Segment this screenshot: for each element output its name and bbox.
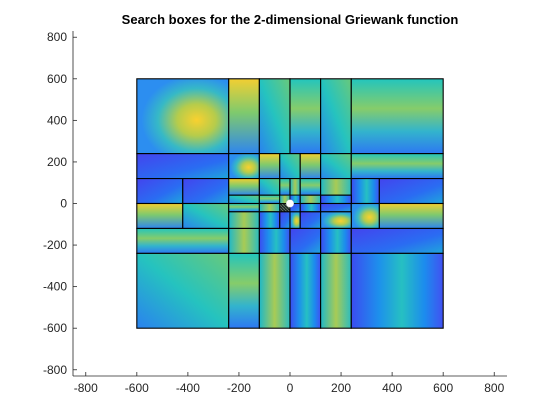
search-box [258, 252, 291, 329]
y-tick-label: -400 [43, 280, 67, 294]
y-tick-label: -600 [43, 321, 67, 335]
search-box [136, 78, 230, 155]
search-box [228, 194, 260, 205]
x-tick-label: 800 [484, 381, 504, 395]
search-box [279, 153, 301, 180]
x-tick-label: 0 [287, 381, 294, 395]
x-axis: -800 -600 -400 -200 0 200 400 600 800 [74, 372, 505, 395]
y-tick-label: 600 [47, 72, 67, 86]
search-box [182, 202, 230, 229]
y-tick-label: -800 [43, 363, 67, 377]
y-tick-label: 200 [47, 155, 67, 169]
search-box [228, 78, 260, 155]
search-box [320, 211, 352, 229]
search-box [289, 211, 301, 229]
x-tick-label: 600 [433, 381, 453, 395]
search-box [228, 252, 260, 329]
search-boxes [136, 78, 444, 329]
search-box [228, 227, 260, 254]
y-tick-label: -200 [43, 238, 67, 252]
search-box [320, 194, 352, 205]
x-tick-label: 400 [382, 381, 402, 395]
search-box [350, 78, 444, 155]
search-box [350, 202, 380, 229]
search-box [279, 211, 291, 229]
search-box [320, 178, 352, 196]
search-box [136, 252, 230, 329]
search-box [299, 153, 322, 180]
search-box [320, 252, 352, 329]
minimum-marker-layer [286, 199, 294, 208]
search-box [258, 178, 281, 196]
search-box [299, 202, 322, 213]
search-box [289, 252, 322, 329]
search-box [320, 202, 352, 213]
minimum-marker [286, 199, 294, 208]
search-box [136, 227, 230, 254]
y-tick-label: 800 [47, 30, 67, 44]
search-box [299, 194, 322, 205]
search-box [289, 78, 322, 155]
x-tick-label: -600 [125, 381, 149, 395]
search-box [378, 178, 444, 205]
search-box [258, 78, 291, 155]
search-box [350, 252, 444, 329]
search-box [350, 178, 380, 205]
search-box [279, 178, 291, 196]
y-tick-label: 0 [60, 197, 67, 211]
chart-title: Search boxes for the 2-dimensional Griew… [122, 12, 459, 27]
search-box [228, 211, 260, 229]
search-box [136, 178, 184, 205]
search-box [136, 202, 184, 229]
x-tick-label: -800 [74, 381, 98, 395]
y-tick-label: 400 [47, 113, 67, 127]
search-box [136, 153, 230, 180]
search-box [258, 211, 281, 229]
y-axis: -800 -600 -400 -200 0 200 400 600 800 [43, 30, 77, 377]
search-box [258, 194, 281, 205]
x-tick-label: -400 [176, 381, 200, 395]
search-box [299, 178, 322, 196]
x-tick-label: -200 [227, 381, 251, 395]
search-box [320, 78, 352, 155]
search-box [258, 227, 291, 254]
search-box [258, 153, 281, 180]
search-box [182, 178, 230, 205]
x-tick-label: 200 [331, 381, 351, 395]
search-box [228, 153, 260, 180]
search-box [350, 227, 444, 254]
search-box [228, 178, 260, 196]
search-box [228, 202, 260, 213]
search-box [378, 202, 444, 229]
search-box [320, 227, 352, 254]
search-box [350, 153, 444, 180]
search-box [289, 178, 301, 196]
search-box [299, 211, 322, 229]
search-box [289, 227, 322, 254]
search-box [258, 202, 281, 213]
search-box [320, 153, 352, 180]
